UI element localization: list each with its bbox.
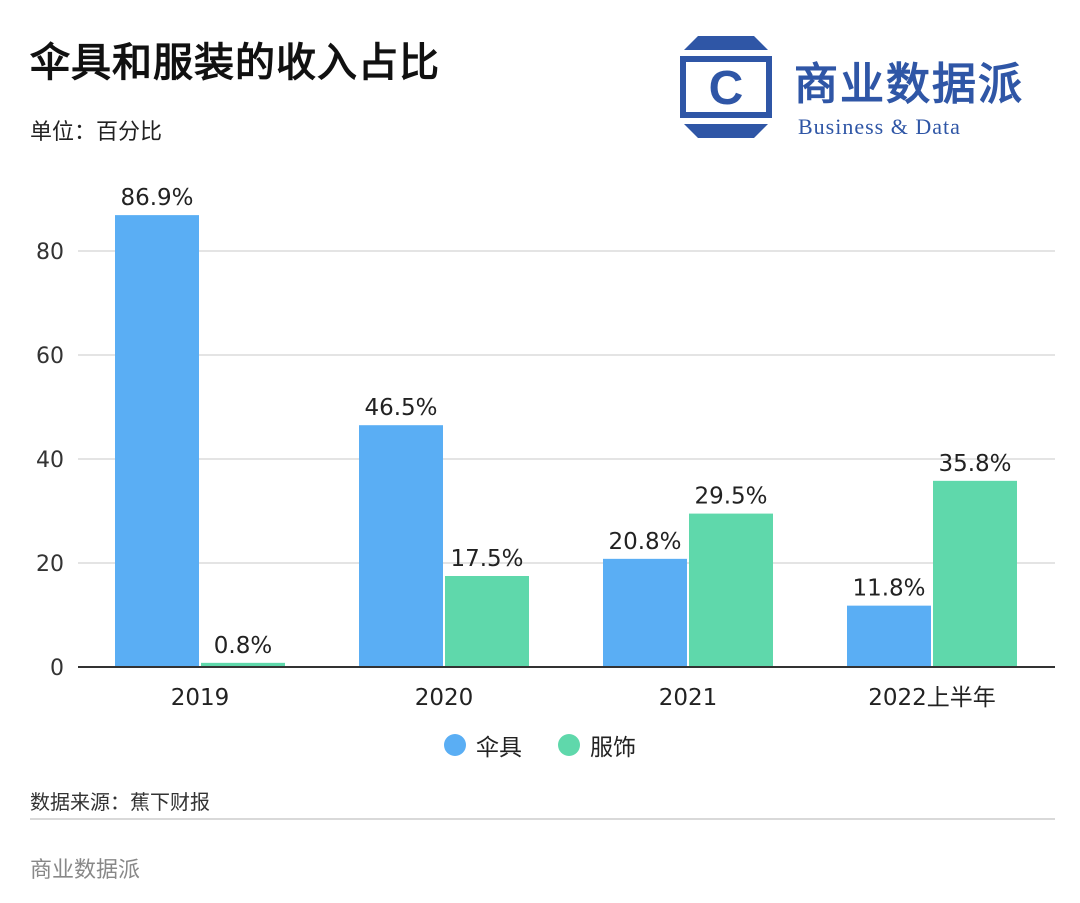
data-source: 数据来源：蕉下财报 — [30, 790, 210, 814]
y-tick-label: 60 — [36, 344, 64, 369]
bar — [445, 576, 529, 667]
logo-hexagon-icon: C — [680, 36, 772, 138]
bar — [689, 513, 773, 667]
bar — [359, 425, 443, 667]
bar — [201, 662, 285, 667]
y-tick-label: 20 — [36, 552, 64, 577]
data-label: 11.8% — [852, 576, 925, 602]
data-label: 86.9% — [120, 185, 193, 211]
unit-label: 单位：百分比 — [30, 120, 163, 145]
legend-label-umbrella: 伞具 — [476, 735, 522, 761]
data-label: 0.8% — [214, 633, 272, 659]
bar — [115, 215, 199, 667]
data-label: 20.8% — [608, 529, 681, 555]
bar — [933, 480, 1017, 667]
legend-item-apparel: 服饰 — [558, 728, 636, 762]
bar-chart: 0 20 40 60 80 86.9% 46.5% 20.8% 11.8% 0.8% 17.5% 29… — [36, 185, 1055, 711]
x-tick-label: 2022上半年 — [868, 685, 996, 711]
y-tick-label: 40 — [36, 448, 64, 473]
legend-item-umbrella: 伞具 — [444, 728, 522, 762]
logo-chinese-name: 商业数据派 — [794, 59, 1024, 110]
y-tick-label: 80 — [36, 240, 64, 265]
x-tick-label: 2019 — [171, 685, 230, 711]
footer-divider — [30, 818, 1055, 820]
bar — [847, 605, 931, 667]
x-tick-label: 2021 — [659, 685, 718, 711]
chart-title: 伞具和服装的收入占比 — [30, 40, 440, 86]
data-label: 17.5% — [450, 546, 523, 572]
legend-dot-apparel — [558, 734, 580, 756]
legend: 伞具 服饰 — [0, 728, 1080, 762]
footer-brand: 商业数据派 — [30, 858, 141, 883]
legend-dot-umbrella — [444, 734, 466, 756]
data-label: 29.5% — [694, 484, 767, 510]
y-tick-label: 0 — [50, 656, 64, 681]
bar — [603, 558, 687, 667]
data-label: 46.5% — [364, 395, 437, 421]
x-tick-label: 2020 — [415, 685, 474, 711]
logo-english-name: Business & Data — [798, 114, 961, 139]
legend-label-apparel: 服饰 — [590, 735, 636, 761]
data-label: 35.8% — [938, 451, 1011, 477]
logo-letter: C — [709, 62, 744, 115]
brand-logo: C 商业数据派 Business & Data — [676, 32, 1066, 142]
